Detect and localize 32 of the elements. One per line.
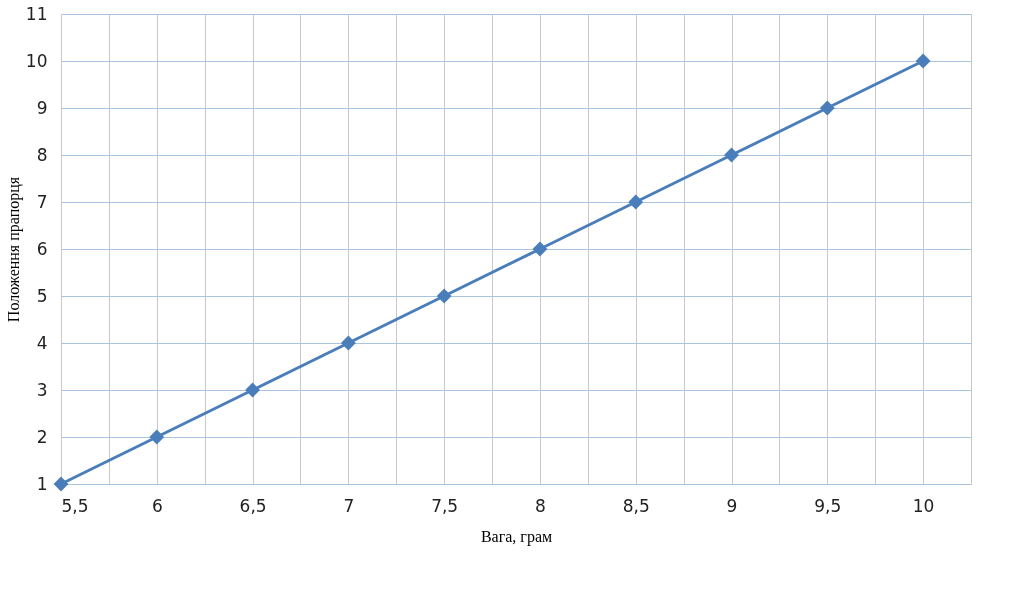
point [436,288,452,304]
y-tick-label: 4 [36,332,48,353]
x-axis-title: Вага, грам [480,527,553,546]
point [245,382,260,398]
y-tick-label: 8 [36,144,48,165]
point [340,335,356,351]
x-tick-label: 7 [343,495,355,516]
point [915,53,931,69]
x-tick-label: 8 [535,495,546,516]
point [149,429,165,445]
x-tick-label: 9,5 [814,495,842,516]
x-tick-label: 10 [912,495,935,516]
y-tick-label: 11 [25,3,48,24]
y-tick-label: 5 [36,285,48,306]
y-tick-label: 10 [25,50,48,71]
y-tick-label: 2 [36,426,48,447]
y-tick-label: 3 [36,379,48,400]
y-tick-label: 9 [36,97,48,118]
point [53,476,69,492]
y-tick-label: 6 [36,238,48,259]
point [819,100,835,116]
x-tick-label: 5,5 [61,495,89,516]
y-tick-label: 7 [36,191,48,212]
x-tick-label: 6,5 [239,495,267,516]
x-tick-label: 7,5 [431,495,459,516]
point [532,241,548,257]
x-tick-label: 9 [726,495,738,516]
point [628,194,644,210]
x-tick-label: 6 [151,495,163,516]
y-tick-label: 1 [36,473,48,494]
y-axis-title: Положення прапорця [4,176,23,323]
x-tick-label: 8,5 [622,495,650,516]
